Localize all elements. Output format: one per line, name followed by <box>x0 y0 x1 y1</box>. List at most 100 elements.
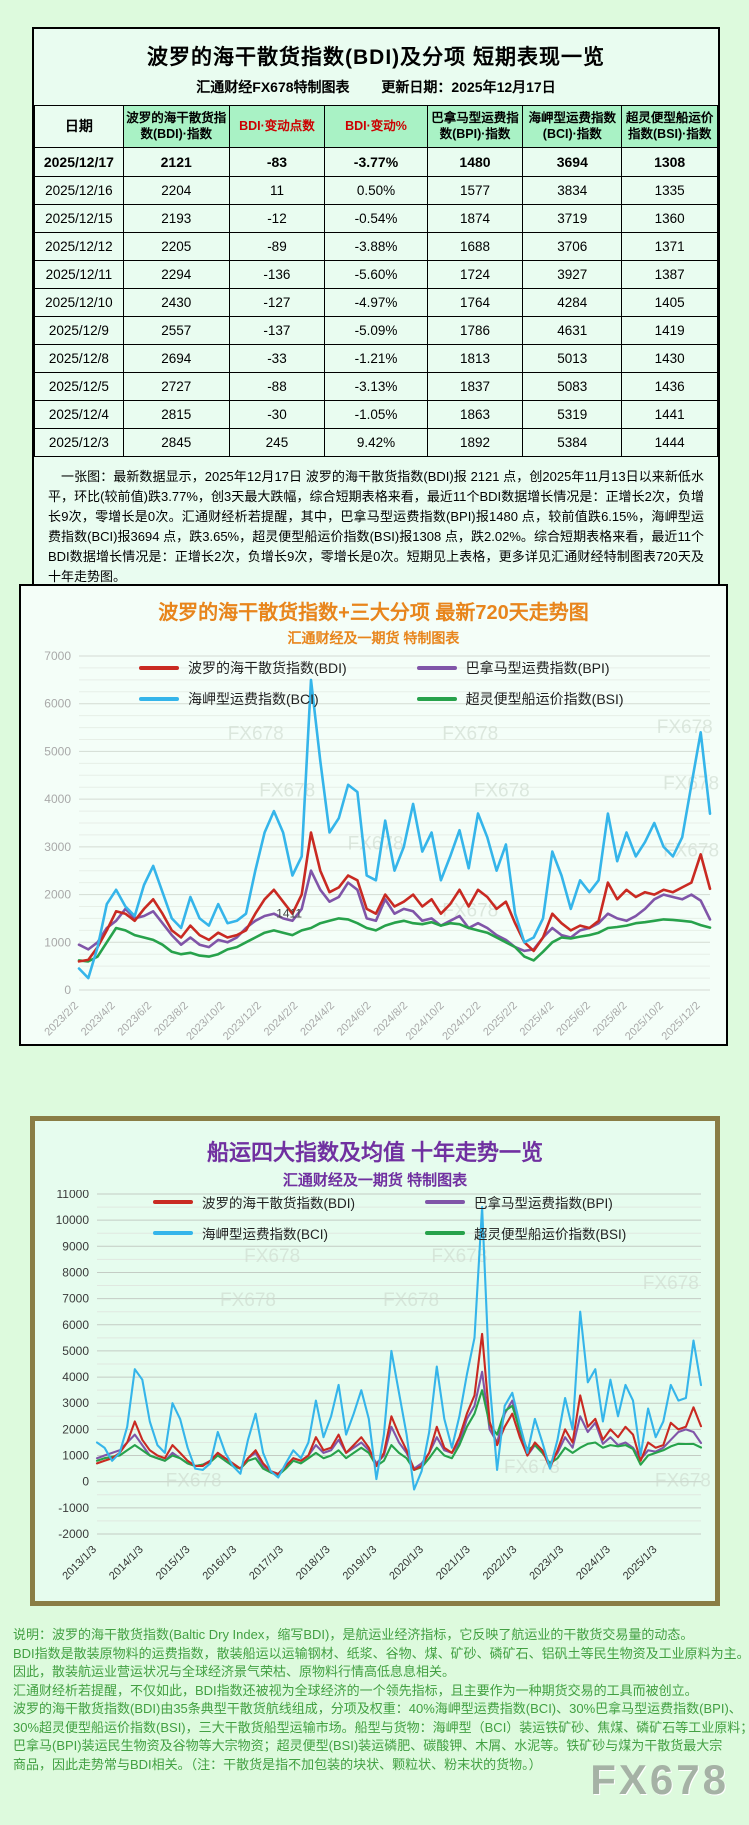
svg-text:FX678: FX678 <box>504 1457 560 1478</box>
cell: 2430 <box>122 287 230 317</box>
cell: 1874 <box>426 203 524 233</box>
cell: -0.54% <box>324 203 428 233</box>
legend-item-bsi: 超灵便型船运价指数(BSI) <box>416 689 624 709</box>
cell: -88 <box>228 371 326 401</box>
bdi-table-head: 日期 波罗的海干散货指数(BDI)·指数 BDI·变动点数 BDI·变动% 巴拿马型运费… <box>34 105 718 148</box>
svg-text:2025/1/3: 2025/1/3 <box>621 1544 660 1583</box>
cell: -3.13% <box>324 371 428 401</box>
cell: 1863 <box>426 399 524 429</box>
svg-text:7000: 7000 <box>62 1292 89 1306</box>
column-header: BDI·变动% <box>324 105 428 148</box>
svg-text:6000: 6000 <box>62 1318 89 1332</box>
table-row: 2025/12/8 2694 -33 -1.21% 1813 5013 1430 <box>34 343 718 373</box>
cell: -4.97% <box>324 287 428 317</box>
cell: 2727 <box>122 371 230 401</box>
column-header: 波罗的海干散货指数(BDI)·指数 <box>122 105 230 148</box>
column-header: 超灵便型船运价指数(BSI)·指数 <box>621 105 718 148</box>
svg-text:2024/6/2: 2024/6/2 <box>335 1000 374 1039</box>
svg-text:2025/10/2: 2025/10/2 <box>623 1000 666 1043</box>
svg-text:1411: 1411 <box>276 907 302 921</box>
cell: -30 <box>228 399 326 429</box>
explanation-line: 因此，散装航运业营运状况与全球经济景气荣枯、原物料行情高低息息相关。 <box>13 1664 456 1679</box>
svg-text:10000: 10000 <box>56 1213 90 1227</box>
table-row: 2025/12/17 2121 -83 -3.77% 1480 3694 1308 <box>34 146 718 177</box>
svg-text:8000: 8000 <box>62 1265 89 1279</box>
cell: 4284 <box>522 287 623 317</box>
svg-text:1000: 1000 <box>44 935 71 949</box>
bdi-table-body: 2025/12/17 2121 -83 -3.77% 1480 3694 1308 2025/… <box>34 146 718 457</box>
cell: 1387 <box>621 259 718 289</box>
svg-text:FX678: FX678 <box>220 1290 276 1311</box>
cell: 0.50% <box>324 175 428 205</box>
legend-label: 海岬型运费指数(BCI) <box>188 691 319 707</box>
cell: 2815 <box>122 399 230 429</box>
svg-text:2025/4/2: 2025/4/2 <box>518 1000 557 1039</box>
svg-text:FX678: FX678 <box>244 1246 300 1267</box>
column-header: BDI·变动点数 <box>228 105 326 148</box>
cell: 2025/12/8 <box>34 343 124 373</box>
cell: -3.88% <box>324 231 428 261</box>
legend-label: 超灵便型船运价指数(BSI) <box>465 691 624 707</box>
svg-text:9000: 9000 <box>62 1239 89 1253</box>
cell: 4631 <box>522 315 623 345</box>
svg-text:2017/1/3: 2017/1/3 <box>247 1544 286 1583</box>
cell: 1577 <box>426 175 524 205</box>
cell: 2694 <box>122 343 230 373</box>
cell: 2204 <box>122 175 230 205</box>
bdi-line-swatch <box>153 1200 193 1204</box>
bsi-line-swatch <box>425 1231 465 1235</box>
chart2-canvas: 波罗的海干散货指数(BDI) 巴拿马型运费指数(BPI) 海岬型运费指数(BCI… <box>35 1187 715 1594</box>
cell: 1892 <box>426 427 524 457</box>
svg-text:2025/12/2: 2025/12/2 <box>660 1000 703 1043</box>
svg-text:2015/1/3: 2015/1/3 <box>154 1544 193 1583</box>
svg-text:FX678: FX678 <box>166 1470 222 1491</box>
bpi-line-swatch <box>425 1200 465 1204</box>
svg-text:2023/2/2: 2023/2/2 <box>42 1000 81 1039</box>
cell: -89 <box>228 231 326 261</box>
header-row: 日期 波罗的海干散货指数(BDI)·指数 BDI·变动点数 BDI·变动% 巴拿马型运费… <box>34 105 718 148</box>
cell: 2025/12/5 <box>34 371 124 401</box>
svg-text:FX678: FX678 <box>259 780 315 801</box>
svg-text:FX678: FX678 <box>643 1273 699 1294</box>
cell: 5319 <box>522 399 623 429</box>
cell: 2025/12/9 <box>34 315 124 345</box>
chart-10year-panel: 船运四大指数及均值 十年走势一览 汇通财经及一期货 特制图表 波罗的海干散货指数… <box>30 1116 720 1606</box>
series-line-1 <box>77 869 712 953</box>
cell: 1813 <box>426 343 524 373</box>
cell: -3.77% <box>324 146 428 177</box>
legend-label: 巴拿马型运费指数(BPI) <box>474 1196 613 1211</box>
panel-subtitle: 汇通财经FX678特制图表 更新日期：2025年12月17日 <box>34 71 718 105</box>
cell: 1837 <box>426 371 524 401</box>
explanation-line: 波罗的海干散货指数(BDI)由35条典型干散货航线组成，分项及权重：40%海岬型… <box>13 1701 742 1716</box>
legend-label: 海岬型运费指数(BCI) <box>202 1227 328 1242</box>
legend-item-bdi: 波罗的海干散货指数(BDI) <box>153 1192 355 1212</box>
svg-text:2000: 2000 <box>62 1422 89 1436</box>
svg-text:1000: 1000 <box>62 1449 89 1463</box>
svg-text:2022/1/3: 2022/1/3 <box>481 1544 520 1583</box>
line-chart-svg: -2000 -1000 0 1000 2000 3000 4000 5000 6000 7000 8… <box>56 1187 711 1583</box>
cell: 3706 <box>522 231 623 261</box>
svg-text:2025/6/2: 2025/6/2 <box>554 1000 593 1039</box>
svg-text:0: 0 <box>64 983 71 997</box>
cell: 1724 <box>426 259 524 289</box>
bdi-line-swatch <box>139 666 179 670</box>
svg-text:2000: 2000 <box>44 888 71 902</box>
cell: 2121 <box>122 146 230 177</box>
cell: 5384 <box>522 427 623 457</box>
legend-label: 超灵便型船运价指数(BSI) <box>474 1227 627 1242</box>
cell: 1436 <box>621 371 718 401</box>
svg-text:3000: 3000 <box>44 840 71 854</box>
svg-text:2013/1/3: 2013/1/3 <box>60 1544 99 1583</box>
cell: 2025/12/3 <box>34 427 124 457</box>
column-header: 海岬型运费指数(BCI)·指数 <box>522 105 623 148</box>
svg-text:0: 0 <box>82 1475 89 1489</box>
legend-item-bdi: 波罗的海干散货指数(BDI) <box>139 658 347 678</box>
column-header: 巴拿马型运费指数(BPI)·指数 <box>426 105 524 148</box>
cell: 2025/12/16 <box>34 175 124 205</box>
explanation-line: 巴拿马(BPI)装运民生物资及谷物等大宗物资；超灵便型(BSI)装运磷肥、碳酸钾… <box>13 1738 723 1753</box>
cell: 2557 <box>122 315 230 345</box>
summary-note: 一张图：最新数据显示，2025年12月17日 波罗的海干散货指数(BDI)报 2… <box>48 468 704 585</box>
cell: 245 <box>228 427 326 457</box>
series-line-0 <box>95 1332 703 1476</box>
column-header: 日期 <box>34 105 124 148</box>
